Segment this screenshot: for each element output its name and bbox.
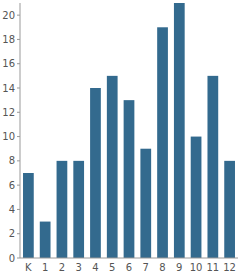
bar [23,173,34,258]
y-tick-label: 10 [2,131,15,142]
y-tick-label: 8 [9,155,15,166]
x-tick-label: 3 [76,262,82,273]
y-tick-label: 18 [2,34,15,45]
bar [107,76,118,258]
y-tick-label: 6 [9,180,15,191]
x-tick-label: 6 [126,262,132,273]
x-tick-label: 7 [143,262,149,273]
y-tick-label: 2 [9,228,15,239]
x-axis [20,258,238,259]
y-tick-label: 12 [2,107,15,118]
x-tick-label: K [25,262,32,273]
bar [124,100,135,258]
bar [157,27,168,258]
bar [207,76,218,258]
x-tick-label: 5 [109,262,115,273]
x-tick-label: 10 [190,262,203,273]
x-tick-label: 11 [206,262,219,273]
x-tick-label: 4 [92,262,98,273]
y-axis [20,3,21,258]
y-tick-label: 0 [9,253,15,264]
x-tick-label: 2 [59,262,65,273]
y-tick-label: 14 [2,83,15,94]
bar [174,3,185,258]
bar [90,88,101,258]
bar [57,161,68,258]
y-tick-label: 16 [2,58,15,69]
y-tick-label: 20 [2,10,15,21]
bar [140,149,151,258]
x-tick-label: 8 [159,262,165,273]
chart-container: 02468101214161820K123456789101112 [0,0,240,277]
y-tick-label: 4 [9,204,15,215]
x-tick-label: 9 [176,262,182,273]
bar [191,137,202,258]
bars [23,3,235,258]
bar [40,222,51,258]
x-tick-label: 1 [42,262,48,273]
x-tick-label: 12 [223,262,236,273]
bar [224,161,235,258]
bar [73,161,84,258]
chart: 02468101214161820K123456789101112 [0,0,240,277]
